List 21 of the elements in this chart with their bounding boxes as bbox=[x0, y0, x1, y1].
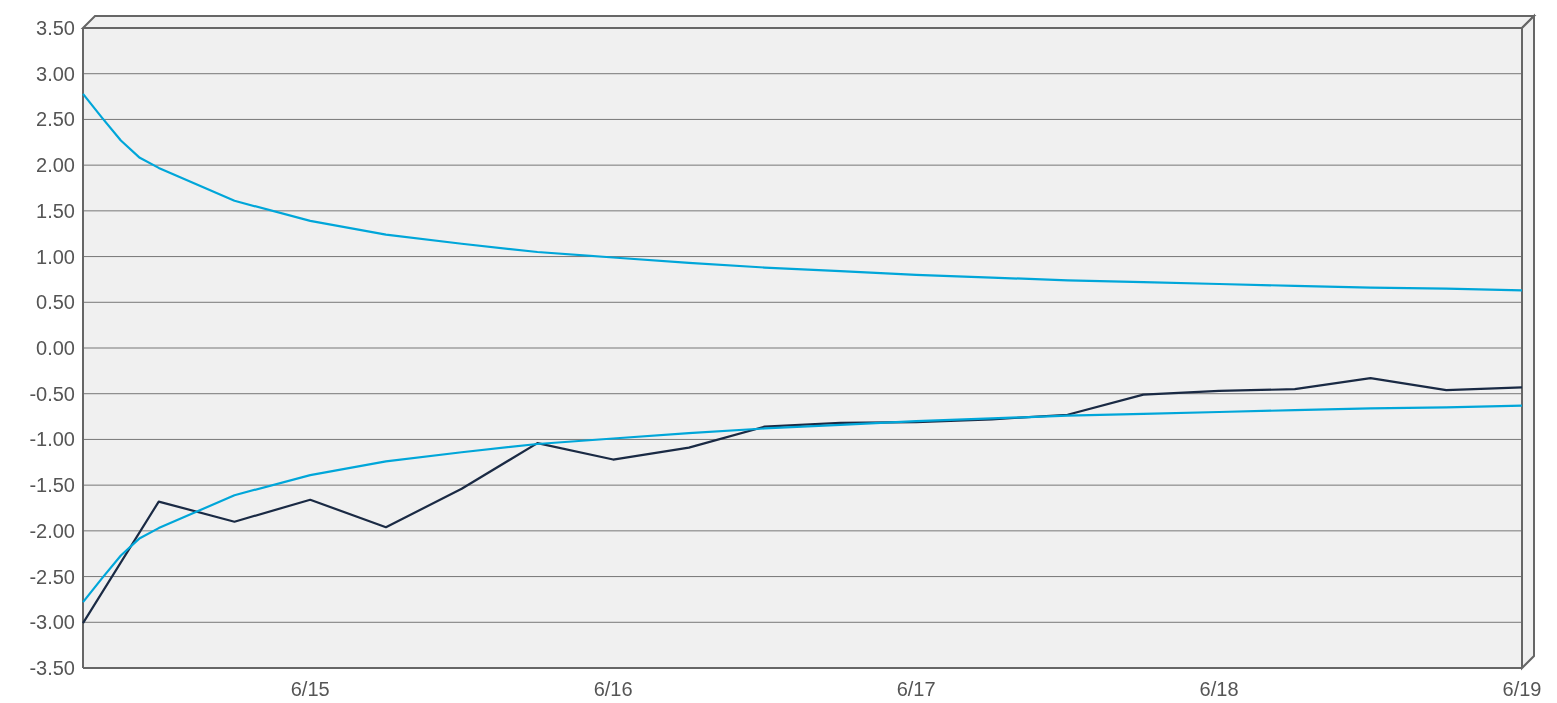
y-tick-label: -2.50 bbox=[29, 565, 75, 588]
y-tick-label: 3.00 bbox=[36, 62, 75, 85]
y-tick-label: 3.50 bbox=[36, 17, 75, 39]
y-tick-label: -3.00 bbox=[29, 611, 75, 634]
y-tick-label: 1.50 bbox=[36, 199, 75, 222]
y-tick-label: -3.50 bbox=[29, 657, 75, 679]
y-tick-label: 2.50 bbox=[36, 108, 75, 131]
y-tick-label: -0.50 bbox=[29, 382, 75, 405]
y-tick-label: -1.50 bbox=[29, 474, 75, 497]
x-tick-label: 6/19 bbox=[1502, 678, 1542, 700]
y-tick-label: 0.00 bbox=[36, 337, 75, 359]
x-tick-label: 6/17 bbox=[896, 678, 936, 700]
line-series bbox=[81, 377, 1524, 625]
y-tick-label: 1.00 bbox=[36, 245, 75, 268]
y-tick-label: 0.50 bbox=[36, 291, 75, 314]
x-tick-label: 6/18 bbox=[1199, 678, 1239, 700]
y-tick-label: -2.00 bbox=[29, 519, 75, 542]
x-tick-label: 6/15 bbox=[290, 678, 330, 700]
y-tick-label: -1.00 bbox=[29, 428, 75, 451]
y-tick-label: 2.00 bbox=[36, 154, 75, 177]
x-tick-label: 6/16 bbox=[593, 678, 633, 700]
